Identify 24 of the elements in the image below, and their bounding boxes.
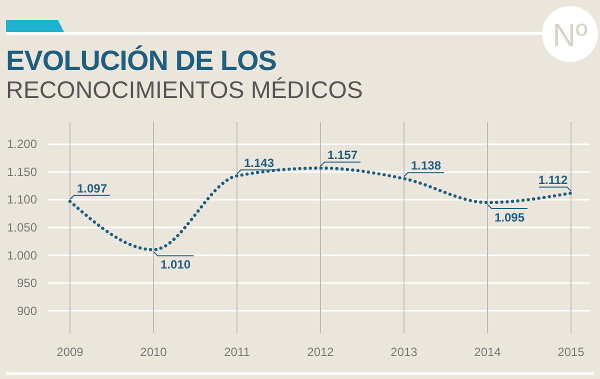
x-tick-label: 2011: [224, 345, 250, 359]
x-tick-label: 2010: [140, 345, 168, 359]
y-tick-label: 1.200: [6, 137, 38, 152]
text: Nº: [552, 17, 588, 53]
y-tick-label: 950: [16, 276, 38, 290]
data-label: 1.010: [160, 258, 191, 272]
data-label: 1.138: [410, 158, 442, 173]
data-label: 1.143: [244, 156, 274, 170]
y-tick-label: 1.050: [6, 220, 38, 234]
y-tick-label: 900: [16, 304, 38, 318]
chart-title: EVOLUCIÓN DE LOS: [6, 45, 276, 76]
data-label: 1.097: [76, 181, 108, 196]
y-tick-label: 1.150: [6, 164, 38, 179]
x-tick-label: 2014: [474, 345, 502, 359]
x-tick-label: 2012: [307, 345, 334, 359]
data-label: 1.157: [327, 148, 358, 162]
y-tick-label: 1.000: [6, 248, 38, 262]
chart-subtitle: RECONOCIMIENTOS MÉDICOS: [6, 77, 363, 104]
data-label: 1.112: [538, 173, 568, 188]
x-tick-label: 2015: [558, 345, 585, 359]
x-tick-label: 2013: [390, 345, 418, 359]
data-label: 1.095: [494, 210, 525, 225]
y-tick-label: 1.100: [6, 192, 38, 207]
x-tick-label: 2009: [56, 345, 84, 359]
